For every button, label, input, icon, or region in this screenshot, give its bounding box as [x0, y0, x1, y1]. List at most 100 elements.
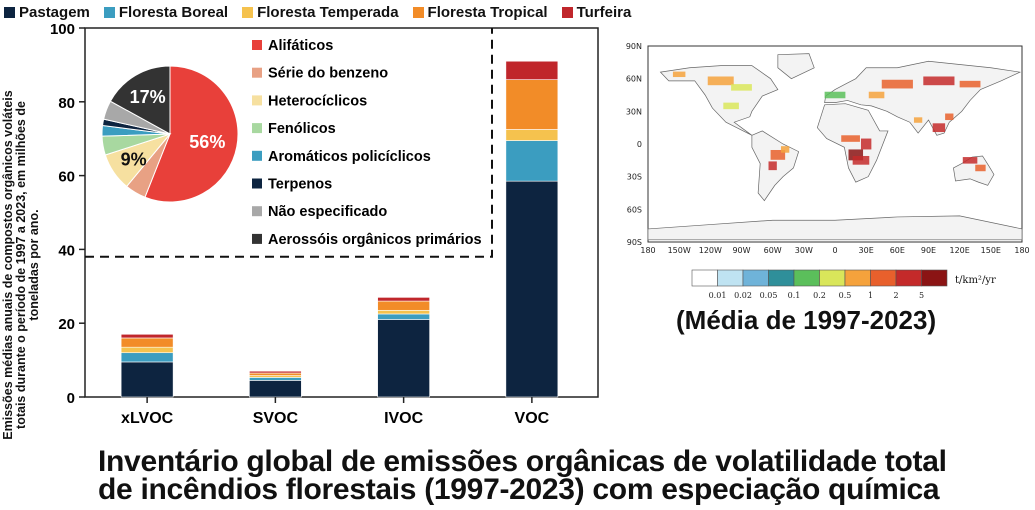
pie-legend-label: Série do benzeno — [268, 66, 388, 82]
x-tick-label: IVOC — [384, 410, 424, 427]
title-line-1: Inventário global de emissões orgânicas … — [98, 445, 947, 478]
pie-legend-label: Heterocíclicos — [268, 93, 367, 109]
map-lat-label: 30S — [627, 173, 642, 182]
emission-patch — [768, 161, 777, 171]
x-tick-label: xLVOC — [121, 410, 174, 427]
legend-swatch — [4, 6, 15, 18]
map-lon-label: 90E — [921, 246, 936, 255]
continent-shape — [777, 53, 815, 80]
colorbar-cell — [742, 269, 769, 287]
pie-legend-swatch — [252, 40, 262, 50]
pie-legend-swatch — [252, 206, 262, 217]
legend-label: Turfeira — [576, 3, 632, 21]
bar-chart: 0 20 40 60 80 100 xLVOC SVOC IVOC VOC 56% 9% 17% Alif… — [50, 21, 599, 427]
map-lon-label: 30E — [859, 246, 874, 255]
map-lon-label: 150W — [668, 246, 691, 255]
colorbar-cell — [768, 269, 795, 287]
pie-slice — [144, 65, 239, 203]
emission-patch — [848, 149, 864, 161]
colorbar-cell — [895, 269, 922, 287]
map-lon-label: 180 — [640, 246, 655, 255]
legend-item: Floresta Boreal — [103, 2, 229, 22]
emission-patch — [731, 84, 752, 91]
emission-patch — [860, 138, 872, 150]
map-lon-label: 30W — [795, 246, 813, 255]
pie-legend-swatch — [252, 233, 262, 244]
map-lon-label: 120E — [950, 246, 970, 255]
bar-segment — [120, 352, 174, 363]
map-lat-label: 60N — [626, 75, 642, 84]
pie-legend-label: Fenólicos — [268, 121, 336, 137]
colorbar-tick-label: 0.02 — [734, 291, 752, 300]
emission-patch — [852, 155, 870, 165]
legend-item: Floresta Temperada — [242, 2, 399, 22]
colorbar-tick-label: 0.5 — [839, 291, 852, 300]
bar-segment — [249, 380, 302, 398]
colorbar-cell — [793, 269, 820, 287]
map-lon-label: 180 — [1014, 246, 1029, 255]
bar-segment — [377, 297, 430, 302]
figure-title: Inventário global de emissões orgânicas … — [98, 445, 947, 506]
colorbar-cell — [870, 269, 897, 287]
emission-patch — [824, 91, 846, 99]
x-tick-label: SVOC — [253, 410, 299, 427]
pie-legend-swatch — [252, 95, 262, 106]
legend-item: Pastagem — [4, 2, 90, 22]
colorbar-tick-label: 5 — [919, 291, 924, 300]
legend-item: Turfeira — [561, 2, 632, 22]
bar-segment — [377, 313, 430, 320]
y-tick-label: 100 — [50, 21, 75, 38]
colorbar-tick-label: 1 — [868, 291, 873, 300]
top-legend: Pastagem Floresta Boreal Floresta Temperad… — [4, 2, 631, 22]
map-lat-label: 0 — [637, 140, 642, 149]
legend-swatch — [412, 6, 424, 18]
emission-patch — [881, 79, 913, 89]
bar-segment — [505, 180, 559, 398]
emission-patch — [723, 102, 739, 110]
map-lon-label: 60W — [764, 246, 782, 255]
colorbar-tick-label: 0.2 — [813, 291, 826, 300]
y-tick-label: 60 — [58, 169, 75, 186]
map-lat-label: 30N — [626, 107, 642, 116]
map-lon-label: 60E — [890, 246, 905, 255]
emission-patch — [868, 91, 885, 99]
continent-shape — [647, 215, 1023, 241]
legend-label: Floresta Temperada — [257, 3, 399, 21]
bar-segment — [505, 79, 559, 130]
pie-slice-label: 9% — [121, 150, 147, 170]
pie-slice-label: 17% — [130, 87, 166, 107]
map-lat-label: 60S — [627, 205, 642, 214]
pie-legend-label: Não especificado — [268, 204, 387, 220]
emission-patch — [780, 146, 790, 153]
pie-legend-swatch — [252, 150, 262, 161]
map-lat-label: 90N — [626, 42, 642, 51]
map-colorbar: 0.01 0.02 0.05 0.1 0.2 0.5 1 2 5 — [691, 269, 948, 300]
colorbar-tick-label: 0.01 — [709, 291, 727, 300]
pie-legend-label: Alifáticos — [268, 38, 333, 54]
legend-item: Floresta Tropical — [412, 2, 548, 22]
emission-patch — [913, 117, 923, 123]
bar-segment — [120, 333, 174, 339]
pie-legend-swatch — [252, 67, 262, 78]
bar-segment — [377, 309, 430, 315]
colorbar-unit: t/km²/yr — [955, 275, 996, 286]
emission-patch — [770, 149, 786, 160]
pie-slice — [109, 65, 171, 135]
y-tick-label: 20 — [58, 316, 75, 333]
bar-segment — [505, 60, 559, 80]
bar-segment — [120, 337, 174, 348]
bar-segment — [377, 319, 430, 398]
emission-patch — [841, 135, 860, 142]
emission-patch — [959, 80, 981, 88]
bar-segment — [249, 372, 302, 376]
pie-inset-border — [85, 28, 493, 258]
bar-segment — [505, 140, 559, 182]
title-line-2: de incêndios florestais (1997-2023) com … — [98, 473, 940, 506]
colorbar-cell — [717, 269, 744, 287]
x-tick-label: VOC — [515, 410, 550, 427]
legend-label: Floresta Boreal — [118, 3, 229, 21]
emission-patch — [975, 164, 986, 172]
continent-shape — [824, 60, 1022, 136]
bar-segment — [249, 370, 302, 374]
y-tick-label: 0 — [67, 390, 75, 407]
